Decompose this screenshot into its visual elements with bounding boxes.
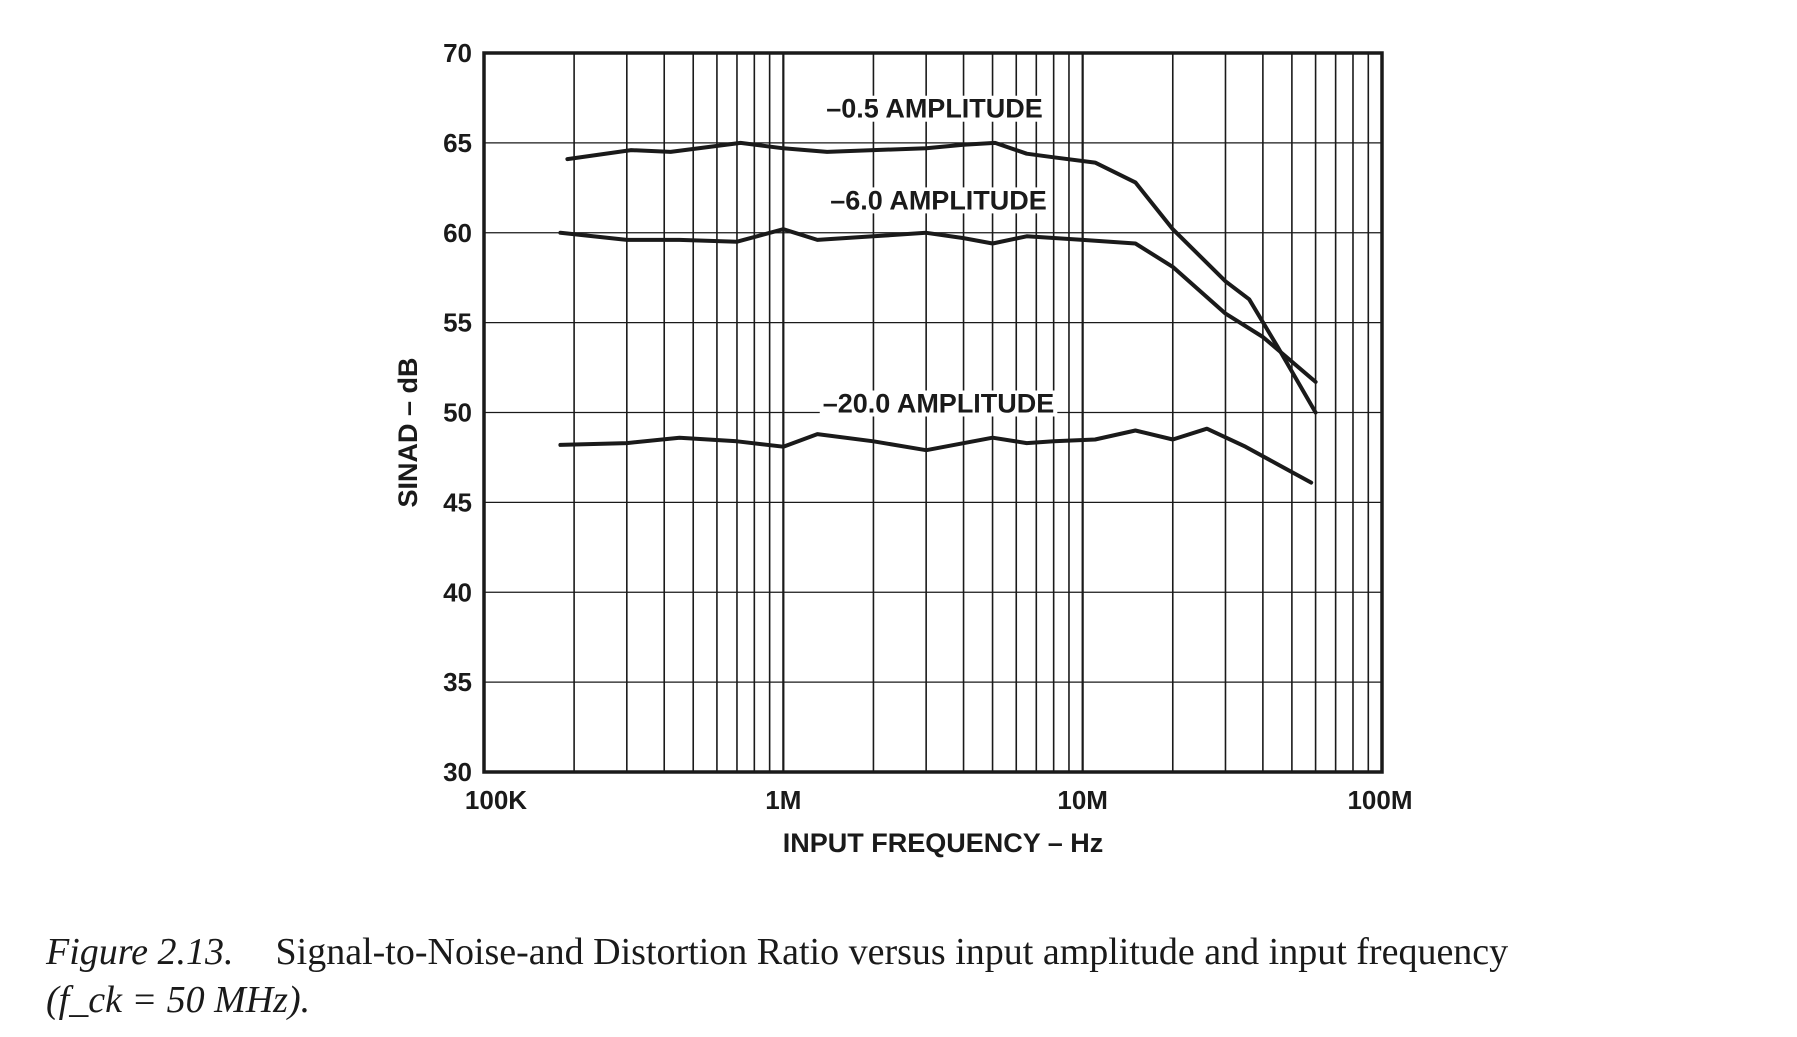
y-tick-label: 30 xyxy=(443,757,472,787)
y-tick-label: 60 xyxy=(443,218,472,248)
y-tick-label: 45 xyxy=(443,487,472,517)
x-tick-label: 10M xyxy=(1057,785,1108,815)
series-labels: –0.5 AMPLITUDE –6.0 AMPLITUDE –20.0 AMPLIT… xyxy=(819,94,1058,419)
caption-text: Signal-to-Noise-and Distortion Ratio ver… xyxy=(275,931,1509,973)
figure-caption: Figure 2.13. Signal-to-Noise-and Distorti… xyxy=(46,928,1786,1024)
y-axis-label: SINAD – dB xyxy=(393,357,423,507)
series-label-3: –20.0 AMPLITUDE xyxy=(823,389,1055,419)
sinad-chart: 100K 1M 10M 100M 30 35 40 45 50 55 60 65 70 –0.5 AM… xyxy=(393,38,1413,858)
series-label-bg xyxy=(827,187,1050,214)
x-tick-label: 100M xyxy=(1347,785,1412,815)
series-layer xyxy=(558,140,1318,485)
x-tick-label: 100K xyxy=(465,785,527,815)
y-tick-label: 50 xyxy=(443,398,472,428)
y-tick-label: 40 xyxy=(443,577,472,607)
y-tick-label: 35 xyxy=(443,667,472,697)
caption-math: (f_ck = 50 MHz). xyxy=(46,979,311,1021)
series-label-bg xyxy=(819,390,1058,417)
plot-frame xyxy=(482,51,1384,774)
series-label-2: –6.0 AMPLITUDE xyxy=(830,185,1047,215)
figure-number: Figure 2.13. xyxy=(46,931,234,973)
series-line-1 xyxy=(565,140,1318,415)
y-tick-label: 65 xyxy=(443,128,472,158)
series-line-3 xyxy=(558,426,1314,485)
series-label-bg xyxy=(823,95,1046,122)
series-label-1: –0.5 AMPLITUDE xyxy=(826,94,1043,124)
x-tick-labels: 100K 1M 10M 100M xyxy=(465,785,1413,815)
y-tick-label: 70 xyxy=(443,38,472,68)
y-tick-label: 55 xyxy=(443,308,472,338)
x-axis-label: INPUT FREQUENCY – Hz xyxy=(783,828,1104,858)
series-line-2 xyxy=(558,227,1318,384)
x-tick-label: 1M xyxy=(765,785,801,815)
y-tick-labels: 30 35 40 45 50 55 60 65 70 xyxy=(443,38,472,787)
